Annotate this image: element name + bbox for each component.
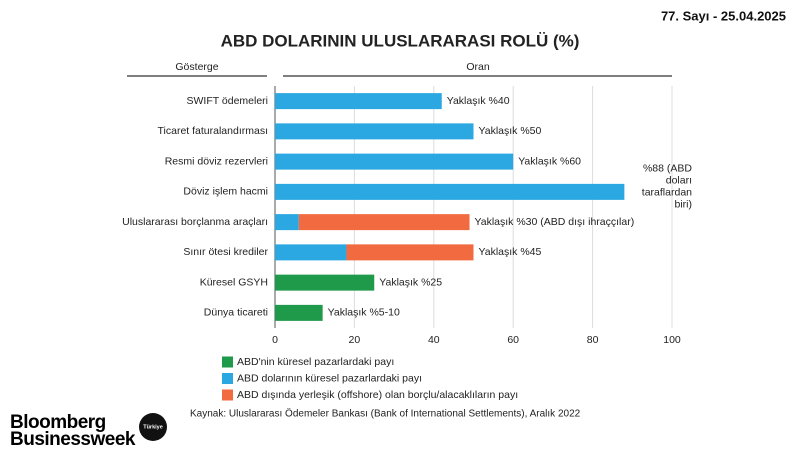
logo-badge	[139, 413, 167, 441]
bar	[275, 304, 323, 321]
x-tick-label: 20	[349, 334, 361, 346]
logo-text: Bloomberg	[10, 412, 106, 433]
bar-label: taraflardan	[642, 187, 692, 199]
y-tick-label: Küresel GSYH	[200, 276, 268, 288]
chart-title: ABD DOLARININ ULUSLARARASI ROLÜ (%)	[221, 31, 580, 50]
bar-label: Yaklaşık %50	[479, 125, 542, 137]
bar-label: doları	[666, 175, 692, 187]
bar	[275, 274, 375, 291]
y-tick-label: Uluslararası borçlanma araçları	[122, 216, 268, 228]
x-tick-label: 60	[507, 334, 519, 346]
y-tick-label: Sınır ötesi krediler	[183, 246, 268, 258]
y-tick-label: Döviz işlem hacmi	[183, 186, 268, 198]
y-tick-label: SWIFT ödemeleri	[187, 95, 269, 107]
value-header: Oran	[466, 61, 490, 73]
bar-label: Yaklaşık %40	[447, 95, 510, 107]
bar-label: %88 (ABD	[643, 163, 692, 175]
bar	[275, 244, 347, 261]
category-header: Gösterge	[175, 61, 218, 73]
bar	[275, 214, 299, 231]
legend-label: ABD dolarının küresel pazarlardaki payı	[237, 372, 422, 384]
bar	[346, 244, 474, 261]
y-tick-label: Resmi döviz rezervleri	[165, 155, 268, 167]
x-tick-label: 0	[272, 334, 278, 346]
x-tick-label: 80	[587, 334, 599, 346]
bar-label: Yaklaşık %60	[518, 155, 581, 167]
x-tick-label: 40	[428, 334, 440, 346]
bar	[275, 183, 625, 200]
legend-swatch	[222, 373, 233, 384]
legend-swatch	[222, 389, 233, 401]
legend-swatch	[222, 356, 233, 368]
bar	[275, 153, 514, 170]
source: Kaynak: Uluslararası Ödemeler Bankası (B…	[190, 408, 581, 420]
bar-label: biri)	[675, 199, 693, 211]
bar-label: Yaklaşık %5-10	[328, 307, 400, 319]
bar	[298, 214, 470, 231]
bar	[275, 93, 442, 110]
logo-text: Businessweek	[10, 429, 136, 450]
legend-label: ABD'nin küresel pazarlardaki payı	[237, 356, 394, 368]
x-tick-label: 100	[663, 334, 681, 346]
logo-badge-text: Türkiye	[143, 424, 163, 430]
bar-label: Yaklaşık %45	[479, 246, 542, 258]
bar-label: Yaklaşık %30 (ABD dışı ihraççılar)	[475, 216, 635, 228]
issue-date: 77. Sayı - 25.04.2025	[661, 8, 786, 23]
bar-label: Yaklaşık %25	[379, 276, 442, 288]
bar	[275, 123, 474, 140]
y-tick-label: Ticaret faturalandırması	[158, 125, 269, 137]
legend-label: ABD dışında yerleşik (offshore) olan bor…	[237, 389, 518, 401]
y-tick-label: Dünya ticareti	[204, 307, 268, 319]
